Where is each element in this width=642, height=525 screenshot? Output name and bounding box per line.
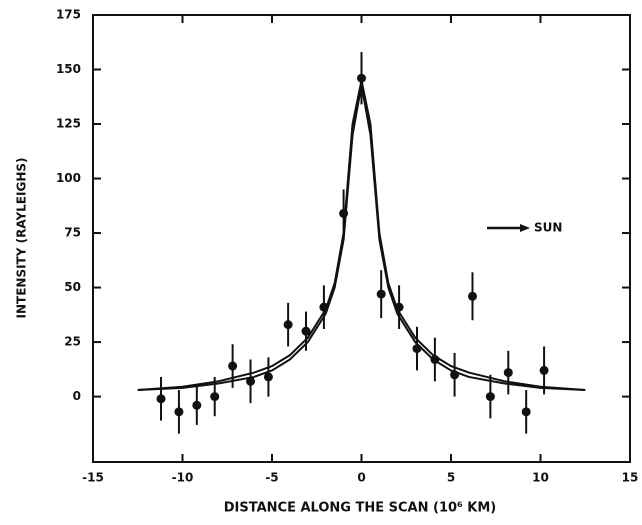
- sun-arrowhead: [520, 224, 530, 232]
- data-point: [174, 407, 184, 417]
- y-tick-label: 50: [64, 280, 81, 294]
- fit-curve: [137, 84, 586, 392]
- y-axis-label: INTENSITY (RAYLEIGHS): [15, 158, 29, 319]
- x-tick-label: -10: [172, 471, 194, 485]
- y-tick-label: 100: [56, 171, 81, 185]
- fit-curve: [137, 80, 586, 392]
- y-tick-label: 150: [56, 62, 81, 76]
- data-point: [503, 368, 513, 378]
- x-tick-label: -15: [82, 471, 104, 485]
- x-axis-label: DISTANCE ALONG THE SCAN (10⁶ KM): [224, 501, 496, 516]
- x-tick-label: 0: [357, 471, 365, 485]
- data-point: [319, 302, 329, 312]
- data-point: [539, 365, 549, 375]
- data-point: [210, 392, 220, 402]
- data-point: [430, 355, 440, 365]
- y-tick-label: 0: [73, 389, 81, 403]
- data-point: [467, 291, 477, 301]
- data-point: [376, 289, 386, 299]
- y-tick-label: 75: [64, 226, 81, 240]
- data-point: [450, 370, 460, 380]
- data-point: [412, 344, 422, 354]
- y-tick-label: 125: [56, 117, 81, 131]
- data-point: [301, 326, 311, 336]
- y-tick-label: 175: [56, 8, 81, 22]
- data-point: [228, 361, 238, 371]
- data-point: [485, 392, 495, 402]
- data-point: [246, 376, 256, 386]
- x-tick-label: 15: [622, 471, 639, 485]
- data-point: [357, 73, 366, 83]
- data-point: [283, 320, 293, 330]
- data-point: [192, 400, 202, 410]
- annotation: SUN: [534, 221, 562, 235]
- data-point: [339, 208, 349, 218]
- y-tick-label: 25: [64, 335, 81, 349]
- x-tick-label: 5: [447, 471, 455, 485]
- data-point: [521, 407, 531, 417]
- x-tick-label: 10: [532, 471, 549, 485]
- data-point: [156, 394, 166, 404]
- x-tick-label: -5: [265, 471, 278, 485]
- data-point: [263, 372, 273, 382]
- data-point: [394, 302, 404, 312]
